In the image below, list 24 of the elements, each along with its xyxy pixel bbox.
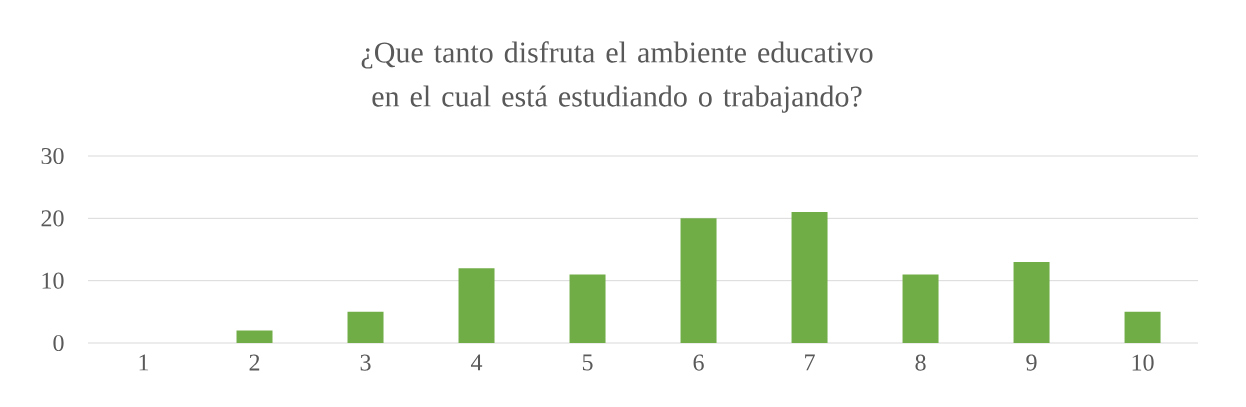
y-tick-label: 0 bbox=[53, 334, 64, 352]
x-tick-label: 3 bbox=[360, 354, 371, 371]
x-tick-label: 2 bbox=[249, 354, 260, 371]
x-tick-label: 9 bbox=[1026, 354, 1037, 371]
y-tick-label: 20 bbox=[41, 210, 64, 227]
y-tick-label: 30 bbox=[41, 147, 64, 165]
bar bbox=[236, 330, 273, 343]
x-tick-label: 7 bbox=[805, 354, 815, 371]
bar bbox=[791, 212, 828, 343]
x-tick-label: 4 bbox=[470, 354, 483, 371]
bar bbox=[569, 274, 606, 343]
x-tick-label: 6 bbox=[693, 354, 704, 371]
chart-title: ¿Que tanto disfruta el ambiente educativo en el cual está estudiando o trabajando? bbox=[361, 41, 873, 113]
x-tick-label: 5 bbox=[582, 354, 593, 371]
bar bbox=[1013, 261, 1050, 343]
x-tick-label: 10 bbox=[1132, 354, 1154, 371]
bar bbox=[680, 218, 717, 343]
bar bbox=[347, 311, 384, 343]
y-tick-label: 10 bbox=[42, 272, 64, 289]
x-tick-label: 8 bbox=[915, 354, 926, 371]
bar bbox=[902, 274, 939, 343]
bar bbox=[458, 268, 495, 343]
bar bbox=[1124, 311, 1161, 343]
x-tick-label: 1 bbox=[139, 354, 149, 371]
